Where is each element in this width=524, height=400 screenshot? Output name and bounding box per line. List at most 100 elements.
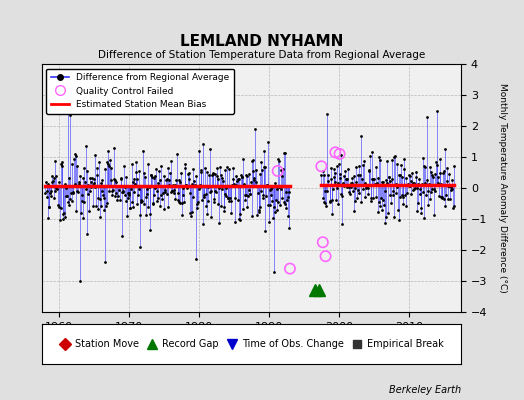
Point <box>255 206 263 213</box>
Point <box>215 220 223 226</box>
Point <box>218 186 226 193</box>
Point <box>333 163 341 169</box>
Point <box>206 146 214 152</box>
Point <box>181 165 189 171</box>
Point <box>388 188 397 194</box>
Point <box>159 206 168 212</box>
Point <box>341 182 349 188</box>
Point <box>124 195 132 202</box>
Point <box>427 168 435 175</box>
Point <box>43 193 51 200</box>
Point <box>352 164 360 170</box>
Point <box>221 167 230 173</box>
Point <box>64 174 73 181</box>
Point <box>148 200 157 207</box>
Point <box>350 173 358 179</box>
Point <box>417 210 425 216</box>
Point <box>145 184 153 190</box>
Point <box>154 180 162 187</box>
Point <box>166 170 174 176</box>
Point <box>332 197 340 204</box>
Point <box>169 190 178 196</box>
Point <box>429 174 437 180</box>
Point <box>70 155 78 162</box>
Point <box>151 185 159 191</box>
Point <box>395 217 403 224</box>
Point <box>368 176 376 182</box>
Point <box>219 178 227 184</box>
Point <box>397 162 405 168</box>
Point <box>126 205 135 211</box>
Point <box>270 268 278 275</box>
Point <box>284 194 292 200</box>
Point <box>76 278 84 284</box>
Point <box>355 190 363 196</box>
Point <box>441 146 449 152</box>
Point <box>158 196 167 202</box>
Point <box>244 187 253 194</box>
Point <box>53 202 62 208</box>
Point <box>281 150 289 156</box>
Point <box>49 178 57 184</box>
Point <box>363 191 372 198</box>
Point <box>421 164 430 170</box>
Point <box>126 205 134 211</box>
Point <box>58 163 67 169</box>
Point <box>361 180 369 186</box>
Point <box>242 192 250 198</box>
Point <box>430 212 438 218</box>
Point <box>63 198 72 205</box>
Point <box>263 182 271 188</box>
Point <box>361 193 369 200</box>
Point <box>213 173 221 180</box>
Point <box>127 186 135 192</box>
Point <box>80 165 89 171</box>
Point <box>387 175 396 182</box>
Point <box>214 201 223 207</box>
Point <box>419 189 428 195</box>
Point <box>168 188 176 194</box>
Point <box>173 190 182 196</box>
Point <box>228 183 236 190</box>
Point <box>55 179 63 185</box>
Point <box>359 162 367 168</box>
Point <box>269 215 277 221</box>
Point <box>107 188 116 194</box>
Point <box>188 180 196 187</box>
Point <box>159 189 167 196</box>
Point <box>147 172 155 178</box>
Point <box>92 165 101 171</box>
Point <box>114 193 123 199</box>
Point <box>50 174 58 181</box>
Point <box>180 161 189 167</box>
Point <box>268 184 277 190</box>
Point <box>128 179 137 186</box>
Text: LEMLAND NYHAMN: LEMLAND NYHAMN <box>180 34 344 50</box>
Point <box>111 177 119 184</box>
Point <box>381 188 389 194</box>
Point <box>413 185 421 192</box>
Point <box>326 198 334 204</box>
Point <box>375 199 383 206</box>
Point <box>391 190 400 196</box>
Point <box>339 180 347 186</box>
Point <box>203 169 212 176</box>
Point <box>347 179 355 186</box>
Point <box>411 185 419 192</box>
Point <box>117 233 126 239</box>
Point <box>422 114 431 120</box>
Point <box>65 202 73 208</box>
Point <box>216 164 224 170</box>
Point <box>401 192 409 198</box>
Text: Berkeley Earth: Berkeley Earth <box>389 385 461 395</box>
Point <box>87 183 95 190</box>
Point <box>416 186 424 192</box>
Point <box>180 199 188 206</box>
Point <box>222 185 231 192</box>
Point <box>376 157 385 163</box>
Point <box>94 206 103 212</box>
Point <box>362 182 370 189</box>
Point <box>276 202 284 208</box>
Point <box>125 190 134 197</box>
Point <box>335 151 344 157</box>
